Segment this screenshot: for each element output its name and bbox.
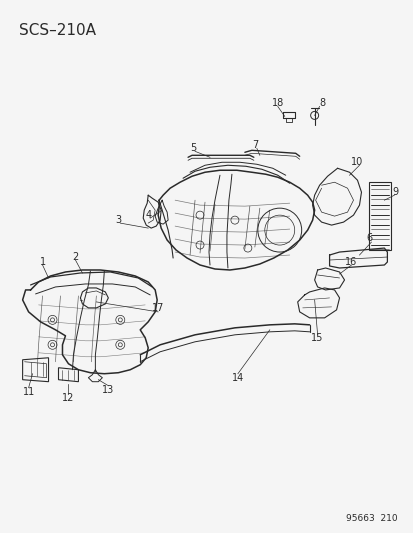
Text: 12: 12	[62, 393, 74, 402]
Text: 8: 8	[319, 99, 325, 108]
Bar	[368, 182, 390, 250]
Text: 2: 2	[72, 252, 78, 262]
Text: 11: 11	[22, 386, 35, 397]
Text: SCS–210A: SCS–210A	[19, 22, 95, 38]
Text: 15: 15	[311, 333, 323, 343]
Text: 95663  210: 95663 210	[345, 514, 396, 523]
Text: 7: 7	[251, 140, 257, 150]
Text: 10: 10	[351, 157, 363, 167]
Text: 13: 13	[102, 385, 114, 394]
Text: 3: 3	[115, 215, 121, 225]
Text: 4: 4	[145, 210, 151, 220]
Text: 6: 6	[366, 233, 372, 243]
Text: 9: 9	[392, 187, 397, 197]
Text: 16: 16	[344, 257, 357, 267]
Text: 1: 1	[39, 257, 45, 267]
Text: 14: 14	[231, 373, 243, 383]
Text: 18: 18	[271, 99, 283, 108]
Text: 17: 17	[152, 303, 164, 313]
Text: 5: 5	[190, 143, 196, 154]
